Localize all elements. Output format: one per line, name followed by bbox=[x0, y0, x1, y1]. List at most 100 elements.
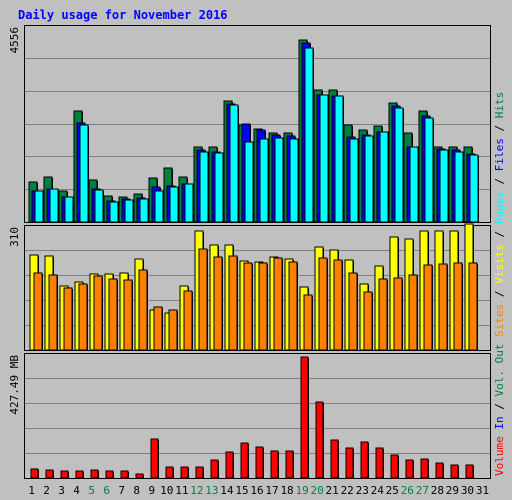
x-tick-label: 7 bbox=[118, 484, 125, 497]
bar-volume-13 bbox=[210, 459, 219, 479]
bar-pages-19 bbox=[304, 47, 314, 223]
bar-pages-26 bbox=[409, 146, 419, 223]
max-label: 4556 bbox=[8, 27, 21, 54]
legend-item-hits: Hits bbox=[493, 92, 506, 119]
x-tick-label: 19 bbox=[295, 484, 308, 497]
bar-pages-12 bbox=[199, 151, 209, 223]
x-tick-label: 10 bbox=[160, 484, 173, 497]
bar-sites-8 bbox=[138, 269, 148, 351]
x-tick-label: 14 bbox=[220, 484, 234, 497]
bar-volume-8 bbox=[135, 473, 144, 479]
bar-pages-7 bbox=[124, 199, 134, 223]
bar-pages-9 bbox=[154, 190, 164, 223]
bar-sites-22 bbox=[348, 272, 358, 351]
series-sites bbox=[33, 248, 478, 351]
bar-pages-18 bbox=[289, 138, 299, 223]
x-tick-label: 13 bbox=[205, 484, 218, 497]
bar-sites-28 bbox=[438, 263, 448, 351]
bar-sites-6 bbox=[108, 278, 118, 351]
bar-sites-1 bbox=[33, 272, 43, 351]
x-tick-label: 6 bbox=[103, 484, 110, 497]
bar-sites-7 bbox=[123, 279, 133, 351]
x-tick-label: 1 bbox=[28, 484, 35, 497]
bar-sites-15 bbox=[243, 262, 253, 351]
bar-pages-27 bbox=[424, 117, 434, 223]
bar-pages-25 bbox=[394, 107, 404, 223]
bar-sites-5 bbox=[93, 275, 103, 351]
bar-pages-30 bbox=[469, 154, 479, 223]
bar-pages-2 bbox=[49, 188, 59, 223]
bar-sites-12 bbox=[198, 248, 208, 351]
bar-volume-24 bbox=[375, 447, 384, 479]
x-tick-label: 30 bbox=[461, 484, 474, 497]
x-tick-label: 24 bbox=[371, 484, 385, 497]
bar-pages-23 bbox=[364, 135, 374, 223]
x-tick-label: 31 bbox=[476, 484, 489, 497]
bar-volume-30 bbox=[465, 464, 474, 479]
bar-sites-2 bbox=[48, 274, 58, 351]
bar-volume-18 bbox=[285, 450, 294, 479]
x-tick-label: 27 bbox=[416, 484, 429, 497]
bar-volume-25 bbox=[390, 454, 399, 479]
x-tick-label: 9 bbox=[148, 484, 155, 497]
bar-pages-16 bbox=[259, 138, 269, 223]
bar-volume-9 bbox=[150, 438, 159, 479]
legend-item-visits: Visits bbox=[493, 244, 506, 284]
bar-pages-4 bbox=[79, 124, 89, 223]
x-tick-label: 17 bbox=[265, 484, 278, 497]
legend-item-files: Files bbox=[493, 138, 506, 171]
x-tick-label: 16 bbox=[250, 484, 263, 497]
bar-sites-16 bbox=[258, 262, 268, 351]
series-pages bbox=[34, 47, 479, 223]
x-tick-label: 23 bbox=[356, 484, 369, 497]
series-volume bbox=[30, 356, 474, 479]
x-tick-label: 15 bbox=[235, 484, 248, 497]
bar-sites-9 bbox=[153, 306, 163, 351]
bar-sites-20 bbox=[318, 257, 328, 351]
x-tick-label: 25 bbox=[386, 484, 399, 497]
x-tick-label: 12 bbox=[190, 484, 203, 497]
bar-sites-10 bbox=[168, 309, 178, 351]
bar-sites-30 bbox=[468, 262, 478, 351]
x-tick-label: 21 bbox=[326, 484, 339, 497]
x-tick-label: 4 bbox=[73, 484, 80, 497]
bar-pages-8 bbox=[139, 198, 149, 223]
bar-sites-26 bbox=[408, 274, 418, 351]
bar-volume-20 bbox=[315, 401, 324, 479]
legend-item-pages: Pages bbox=[493, 191, 506, 224]
max-label: 310 bbox=[8, 227, 21, 247]
bar-pages-11 bbox=[184, 183, 194, 223]
x-tick-label: 2 bbox=[43, 484, 50, 497]
bar-pages-13 bbox=[214, 152, 224, 223]
bar-pages-15 bbox=[244, 141, 254, 223]
max-label: 427.49 MB bbox=[8, 355, 21, 415]
bar-sites-27 bbox=[423, 264, 433, 351]
bar-sites-25 bbox=[393, 277, 403, 351]
x-tick-label: 26 bbox=[401, 484, 414, 497]
bar-volume-6 bbox=[105, 470, 114, 479]
bar-pages-20 bbox=[319, 94, 329, 223]
bar-volume-11 bbox=[180, 466, 189, 479]
x-tick-label: 11 bbox=[175, 484, 188, 497]
bar-sites-23 bbox=[363, 291, 373, 351]
chart-title: Daily usage for November 2016 bbox=[18, 8, 228, 22]
bar-sites-29 bbox=[453, 262, 463, 351]
bar-volume-4 bbox=[75, 470, 84, 479]
bar-pages-22 bbox=[349, 138, 359, 223]
bar-volume-2 bbox=[45, 469, 54, 479]
bar-volume-27 bbox=[420, 458, 429, 479]
legend-item-vol: Vol. bbox=[493, 370, 506, 397]
x-tick-label: 3 bbox=[58, 484, 65, 497]
x-tick-label: 29 bbox=[446, 484, 459, 497]
bar-volume-5 bbox=[90, 469, 99, 479]
bar-volume-21 bbox=[330, 439, 339, 479]
bar-volume-14 bbox=[225, 451, 234, 479]
bar-volume-29 bbox=[450, 464, 459, 479]
bar-pages-10 bbox=[169, 186, 179, 223]
bar-sites-4 bbox=[78, 283, 88, 351]
bar-pages-24 bbox=[379, 131, 389, 223]
bar-pages-14 bbox=[229, 104, 239, 223]
bar-volume-10 bbox=[165, 466, 174, 479]
x-tick-label: 5 bbox=[88, 484, 95, 497]
bar-pages-5 bbox=[94, 189, 104, 223]
